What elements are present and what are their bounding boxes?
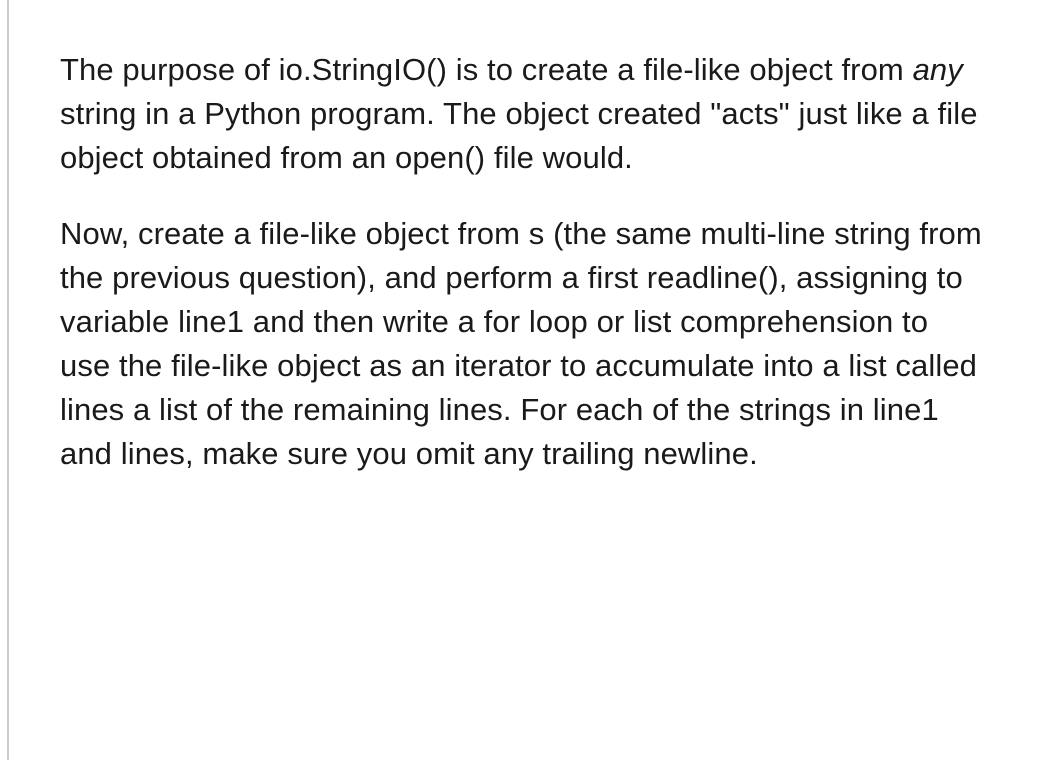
- text-segment: The purpose of io.StringIO() is to creat…: [60, 52, 913, 87]
- document-body: The purpose of io.StringIO() is to creat…: [60, 48, 984, 476]
- left-margin-line: [7, 0, 9, 760]
- text-segment-italic: any: [913, 52, 963, 87]
- paragraph-2: Now, create a file-like object from s (t…: [60, 212, 984, 476]
- text-segment: Now, create a file-like object from s (t…: [60, 216, 982, 471]
- text-segment: string in a Python program. The object c…: [60, 96, 978, 175]
- paragraph-1: The purpose of io.StringIO() is to creat…: [60, 48, 984, 180]
